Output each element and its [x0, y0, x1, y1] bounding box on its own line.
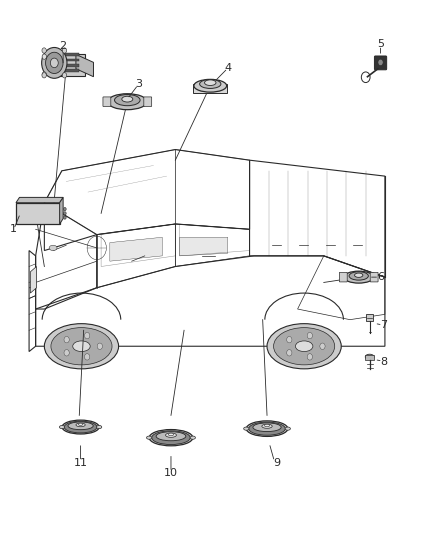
Ellipse shape	[262, 430, 272, 434]
FancyBboxPatch shape	[52, 54, 85, 76]
Ellipse shape	[274, 328, 335, 365]
Ellipse shape	[115, 94, 140, 106]
Ellipse shape	[73, 341, 90, 352]
Ellipse shape	[344, 271, 374, 283]
FancyBboxPatch shape	[57, 69, 79, 72]
Ellipse shape	[295, 341, 313, 352]
Ellipse shape	[42, 47, 67, 78]
Text: 6: 6	[377, 272, 384, 282]
FancyBboxPatch shape	[366, 314, 373, 321]
Circle shape	[42, 72, 46, 77]
Circle shape	[287, 350, 292, 356]
Ellipse shape	[76, 423, 85, 427]
Ellipse shape	[108, 94, 147, 110]
Circle shape	[62, 72, 67, 78]
Text: 4: 4	[224, 63, 231, 73]
Text: 7: 7	[381, 320, 388, 330]
Ellipse shape	[166, 433, 177, 437]
Text: 10: 10	[164, 468, 178, 478]
Ellipse shape	[60, 425, 65, 429]
Ellipse shape	[49, 245, 57, 251]
FancyBboxPatch shape	[374, 56, 387, 70]
Ellipse shape	[168, 433, 173, 435]
Ellipse shape	[51, 328, 112, 365]
Ellipse shape	[249, 422, 285, 435]
Circle shape	[287, 336, 292, 343]
Ellipse shape	[354, 273, 363, 277]
Text: 5: 5	[377, 39, 384, 49]
Circle shape	[64, 207, 66, 211]
Ellipse shape	[166, 439, 177, 443]
FancyBboxPatch shape	[57, 53, 79, 56]
Text: 11: 11	[74, 458, 88, 468]
Circle shape	[42, 48, 46, 53]
FancyBboxPatch shape	[193, 84, 227, 93]
Polygon shape	[16, 197, 63, 203]
Polygon shape	[60, 197, 63, 224]
Polygon shape	[180, 237, 228, 256]
FancyBboxPatch shape	[16, 203, 60, 224]
Ellipse shape	[190, 436, 195, 439]
Ellipse shape	[149, 430, 193, 446]
Text: 2: 2	[60, 41, 67, 51]
FancyBboxPatch shape	[365, 356, 374, 360]
Ellipse shape	[194, 79, 226, 92]
Text: 1: 1	[10, 224, 17, 235]
Polygon shape	[110, 237, 162, 261]
Circle shape	[64, 216, 66, 219]
Polygon shape	[76, 54, 93, 77]
Circle shape	[42, 54, 46, 59]
Circle shape	[64, 212, 66, 215]
FancyBboxPatch shape	[103, 97, 111, 107]
Circle shape	[307, 333, 312, 339]
Circle shape	[42, 72, 46, 78]
Text: 8: 8	[381, 357, 388, 367]
Ellipse shape	[262, 424, 272, 429]
Ellipse shape	[260, 427, 274, 433]
Ellipse shape	[96, 425, 102, 429]
Ellipse shape	[253, 423, 281, 432]
Circle shape	[320, 343, 325, 350]
Circle shape	[378, 59, 383, 66]
Circle shape	[64, 350, 69, 356]
Ellipse shape	[285, 427, 290, 430]
Ellipse shape	[152, 431, 190, 445]
Ellipse shape	[265, 424, 269, 427]
Circle shape	[97, 343, 102, 350]
Ellipse shape	[200, 79, 221, 88]
Ellipse shape	[44, 324, 119, 369]
Text: 3: 3	[135, 79, 142, 89]
Ellipse shape	[267, 324, 341, 369]
Ellipse shape	[205, 80, 216, 85]
FancyBboxPatch shape	[57, 59, 79, 61]
Circle shape	[64, 336, 69, 343]
Ellipse shape	[349, 272, 368, 280]
Circle shape	[307, 354, 312, 360]
Polygon shape	[30, 266, 36, 293]
Ellipse shape	[147, 436, 152, 439]
Ellipse shape	[163, 437, 179, 442]
Ellipse shape	[78, 423, 83, 425]
FancyBboxPatch shape	[57, 64, 79, 67]
Circle shape	[85, 333, 90, 339]
FancyBboxPatch shape	[370, 272, 378, 282]
Ellipse shape	[68, 422, 93, 430]
Circle shape	[85, 354, 90, 360]
Ellipse shape	[76, 429, 85, 432]
Ellipse shape	[246, 421, 288, 437]
Circle shape	[62, 48, 67, 53]
Ellipse shape	[156, 432, 186, 441]
Ellipse shape	[365, 354, 374, 360]
Text: 9: 9	[273, 458, 281, 468]
Ellipse shape	[46, 52, 63, 74]
Ellipse shape	[50, 58, 58, 68]
Ellipse shape	[122, 96, 133, 102]
FancyBboxPatch shape	[339, 272, 347, 282]
FancyBboxPatch shape	[144, 97, 152, 107]
Ellipse shape	[74, 426, 87, 431]
Ellipse shape	[62, 420, 99, 434]
Ellipse shape	[64, 421, 97, 433]
Ellipse shape	[244, 427, 249, 430]
